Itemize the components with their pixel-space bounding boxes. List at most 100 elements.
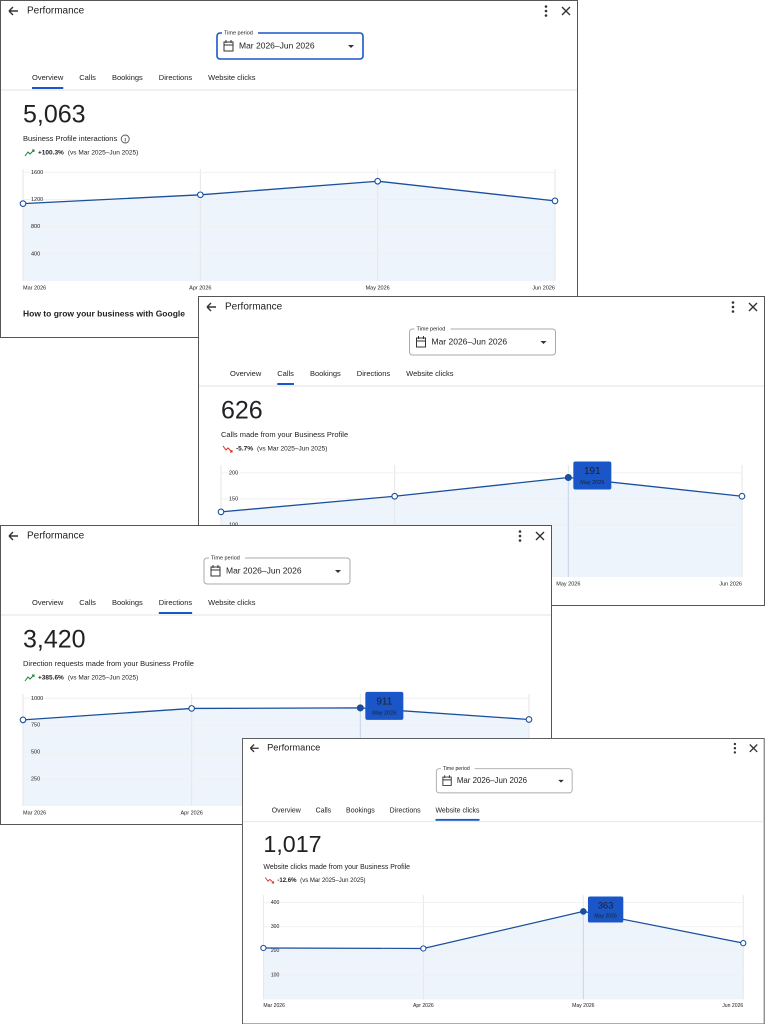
back-button[interactable] — [8, 6, 18, 16]
calendar-icon — [416, 336, 426, 348]
time-period-select[interactable]: Time period Mar 2026–Jun 2026 — [216, 30, 364, 60]
data-point — [374, 177, 382, 185]
dropdown-icon — [540, 341, 547, 344]
performance-panel: Performance Time period Mar 2026–Jun 2026 O… — [242, 738, 765, 1024]
tab[interactable]: Directions — [390, 807, 421, 814]
active-tab-indicator — [435, 818, 480, 821]
y-tick-label: 500 — [31, 750, 40, 756]
dropdown-icon — [348, 45, 354, 48]
back-button[interactable] — [206, 302, 216, 312]
y-tick-label: 800 — [31, 224, 40, 230]
close-icon — [748, 302, 758, 312]
series-line — [22, 707, 530, 721]
select-legend-bg — [414, 326, 451, 332]
tab[interactable]: Website clicks — [435, 807, 480, 814]
metric-total: 3,420 — [23, 626, 86, 654]
trend-icon — [222, 445, 233, 453]
tooltip-box — [587, 896, 624, 923]
metric-label: Business Profile interactions — [23, 134, 117, 143]
calendar-icon — [210, 565, 221, 577]
tab[interactable]: Bookings — [346, 807, 375, 814]
series-line — [220, 476, 743, 513]
more-button[interactable] — [733, 742, 737, 754]
tab[interactable]: Directions — [159, 598, 193, 607]
tab[interactable]: Website clicks — [208, 73, 256, 82]
close-button[interactable] — [749, 744, 758, 753]
metric-change: -5.7% — [236, 446, 253, 453]
dropdown-icon — [558, 779, 564, 783]
tooltip-date: May 2026 — [594, 913, 617, 919]
select-legend: Time period — [224, 30, 253, 36]
metric-change: -12.6% — [277, 878, 297, 884]
data-point — [260, 944, 267, 952]
y-tick-label: 200 — [229, 470, 238, 476]
data-point — [580, 908, 587, 915]
data-point — [420, 945, 427, 952]
more-dot — [518, 534, 522, 538]
tab[interactable]: Calls — [316, 807, 332, 814]
tab[interactable]: Directions — [357, 369, 391, 378]
back-button[interactable] — [249, 744, 259, 753]
tab[interactable]: Overview — [32, 73, 64, 82]
time-period-select[interactable]: Time period Mar 2026–Jun 2026 — [203, 555, 351, 585]
panel-title: Performance — [27, 531, 85, 542]
tab[interactable]: Calls — [79, 73, 96, 82]
tab[interactable]: Calls — [79, 598, 96, 607]
panel-title: Performance — [225, 302, 283, 313]
data-point — [564, 473, 572, 482]
data-point — [740, 940, 747, 947]
close-button[interactable] — [748, 302, 758, 312]
more-button[interactable] — [518, 530, 522, 542]
tab[interactable]: Overview — [32, 598, 64, 607]
more-dot — [733, 742, 737, 746]
more-dot — [733, 751, 737, 754]
back-button[interactable] — [8, 531, 18, 541]
close-button[interactable] — [561, 6, 571, 16]
tooltip-value: 363 — [598, 900, 614, 910]
y-tick-label: 400 — [31, 251, 40, 257]
tab[interactable]: Overview — [230, 369, 262, 378]
x-tick-label: May 2026 — [366, 285, 390, 291]
metric-change: +385.6% — [38, 675, 64, 682]
data-point — [391, 492, 399, 500]
time-period-select[interactable]: Time period Mar 2026–Jun 2026 — [435, 765, 573, 794]
select-box — [203, 557, 351, 585]
tooltip-box — [573, 461, 612, 490]
y-tick-label: 1000 — [31, 696, 43, 702]
area-fill — [263, 911, 744, 1000]
tooltip-value: 911 — [376, 697, 392, 708]
tab[interactable]: Overview — [272, 807, 302, 814]
more-button[interactable] — [544, 5, 548, 17]
data-point — [525, 716, 533, 723]
back-arrow-icon — [8, 531, 18, 541]
tab[interactable]: Bookings — [112, 73, 143, 82]
trend-icon — [264, 877, 275, 884]
x-tick-label: Mar 2026 — [263, 1003, 285, 1009]
more-dot — [544, 14, 548, 17]
select-legend: Time period — [211, 555, 240, 561]
tab[interactable]: Bookings — [112, 598, 143, 607]
time-period-select[interactable]: Time period Mar 2026–Jun 2026 — [409, 326, 556, 356]
select-value: Mar 2026–Jun 2026 — [226, 565, 302, 575]
select-value: Mar 2026–Jun 2026 — [457, 776, 528, 785]
tab[interactable]: Directions — [159, 73, 193, 82]
x-tick-label: May 2026 — [556, 581, 580, 587]
y-tick-label: 250 — [31, 777, 40, 783]
more-button[interactable] — [731, 301, 735, 313]
y-tick-label: 1200 — [31, 197, 43, 203]
tab[interactable]: Website clicks — [406, 369, 454, 378]
tab[interactable]: Bookings — [310, 369, 341, 378]
close-button[interactable] — [535, 531, 545, 541]
select-box — [435, 768, 573, 794]
tab[interactable]: Website clicks — [208, 598, 256, 607]
x-tick-label: Apr 2026 — [181, 810, 203, 816]
data-point — [19, 716, 27, 724]
series-line — [22, 180, 556, 205]
panel-canvas: Performance Time period Mar 2026–Jun 2026 O… — [242, 742, 764, 1009]
more-dot — [544, 9, 548, 13]
trend-icon — [24, 674, 35, 682]
tab[interactable]: Calls — [277, 369, 294, 378]
back-arrow-icon — [249, 744, 259, 753]
metric-total: 1,017 — [263, 831, 321, 857]
